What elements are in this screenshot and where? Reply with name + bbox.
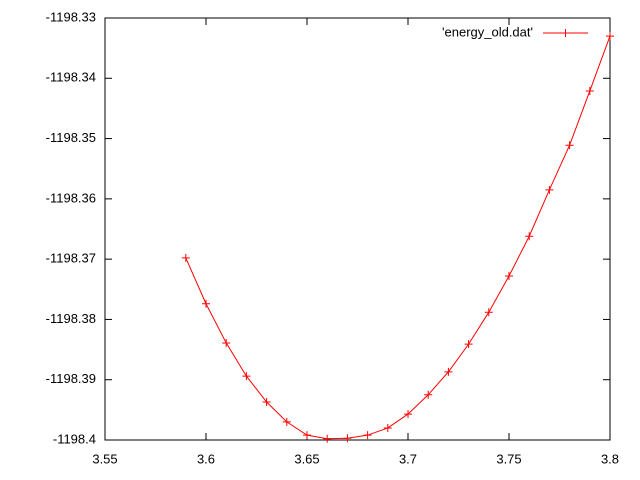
point-marker xyxy=(424,390,433,399)
point-marker xyxy=(484,308,493,317)
y-tick-label: -1198.39 xyxy=(46,371,96,386)
point-marker xyxy=(383,423,392,432)
series-line xyxy=(185,35,611,440)
y-tick-label: -1198.35 xyxy=(46,130,96,145)
point-marker xyxy=(242,372,251,381)
point-marker xyxy=(363,431,372,440)
point-marker xyxy=(505,272,513,281)
x-tick-label: 3.65 xyxy=(294,451,319,466)
point-marker xyxy=(585,86,594,95)
point-marker xyxy=(404,410,412,419)
point-marker xyxy=(303,431,311,440)
plot-border xyxy=(104,17,611,441)
point-marker xyxy=(464,340,473,349)
point-marker xyxy=(565,141,574,150)
x-tick-label: 3.8 xyxy=(601,451,619,466)
point-marker xyxy=(545,185,554,194)
y-tick-label: -1198.4 xyxy=(53,431,96,446)
point-marker xyxy=(282,417,291,426)
x-tick-label: 3.7 xyxy=(399,451,417,466)
point-marker xyxy=(323,434,332,443)
x-tick-label: 3.6 xyxy=(197,451,215,466)
point-marker xyxy=(444,367,453,376)
y-tick-label: -1198.33 xyxy=(46,9,96,24)
x-tick-label: 3.75 xyxy=(496,451,521,466)
y-tick-label: -1198.37 xyxy=(46,251,96,266)
legend-marker xyxy=(561,29,570,37)
point-marker xyxy=(343,434,352,443)
y-tick-label: -1198.34 xyxy=(46,70,96,85)
point-marker xyxy=(222,338,231,347)
legend-label: 'energy_old.dat' xyxy=(442,24,533,39)
y-tick-label: -1198.36 xyxy=(46,190,96,205)
point-marker xyxy=(202,299,210,308)
point-marker xyxy=(606,32,614,41)
point-marker xyxy=(181,253,190,262)
point-marker xyxy=(525,232,534,241)
x-tick-label: 3.55 xyxy=(92,451,117,466)
y-tick-label: -1198.38 xyxy=(46,311,96,326)
point-marker xyxy=(262,398,271,407)
